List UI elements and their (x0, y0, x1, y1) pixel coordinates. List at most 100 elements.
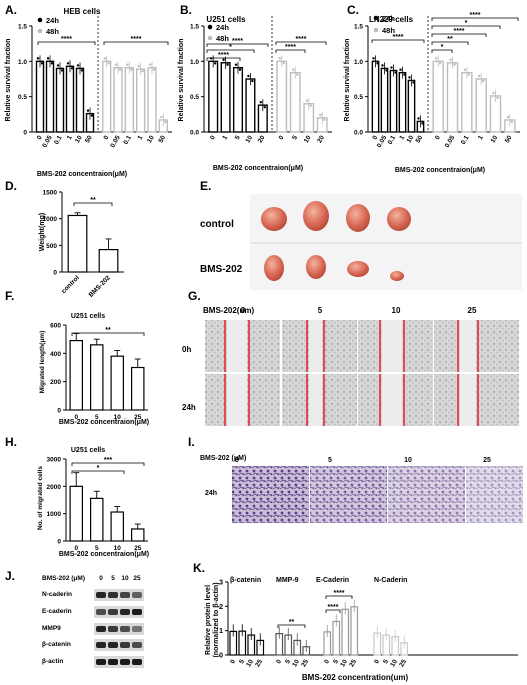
bar (89, 344, 104, 411)
x-tick-label: 25 (254, 658, 264, 668)
legend-marker (207, 35, 213, 41)
dose-label: 5 (111, 575, 115, 582)
significance-label: ** (447, 36, 453, 43)
significance-label: * (441, 44, 444, 51)
x-tick-label: 5 (284, 658, 292, 665)
bar (380, 67, 389, 133)
bar (69, 485, 83, 542)
legend-label: 48h (382, 26, 395, 35)
bar (147, 66, 157, 133)
data-point (305, 99, 308, 102)
bar (131, 366, 145, 411)
chart-title: HEB cells (64, 7, 101, 16)
x-tick-label: 0 (36, 134, 44, 141)
y-tick-label: 0 (57, 408, 61, 415)
x-tick-label: 0 (371, 134, 379, 141)
scratch-image (434, 320, 519, 372)
significance-label: **** (393, 34, 404, 41)
bar (101, 60, 112, 133)
legend-marker (37, 28, 43, 34)
x-tick-label: 1 (477, 134, 485, 141)
bar (98, 249, 119, 273)
band-label: E-caderin (42, 608, 72, 615)
chart-title: LN229 cells (369, 15, 414, 24)
data-point (453, 63, 456, 66)
time-label: 24h (205, 490, 217, 497)
x-tick-label: 10 (114, 545, 122, 552)
data-point (90, 114, 94, 117)
data-point (103, 57, 106, 60)
x-tick-label: 10 (389, 658, 399, 668)
data-point (238, 68, 242, 71)
row-label-control: control (200, 219, 234, 230)
group-label: N-Caderin (374, 577, 407, 584)
blot-band (96, 609, 106, 615)
data-point (449, 58, 452, 61)
blot-band (120, 609, 130, 615)
x-axis-label: BMS-202 concentraion(μM) (395, 167, 485, 174)
blot-strip (94, 623, 144, 635)
blot-band (132, 642, 142, 648)
panel-d: D. Weight(mg) 0 500 1000 1500 control BMS-202… (5, 179, 124, 299)
data-point (60, 69, 64, 72)
bar (69, 339, 83, 411)
data-point (296, 73, 299, 76)
x-tick-label: 0.05 (444, 134, 457, 149)
blot-band (96, 642, 106, 648)
y-axis-label: Relative survival fraction (178, 39, 185, 122)
blot-band (108, 659, 118, 665)
wound-gap (460, 374, 476, 426)
significance-bracket (371, 39, 425, 43)
data-point (251, 79, 254, 83)
tumor (346, 204, 370, 232)
dose-label: 0 (241, 306, 246, 315)
data-point (56, 64, 60, 67)
data-point (381, 64, 384, 67)
wound-gap (309, 320, 322, 372)
panel-k: K. Relative protein level(normalized to … (193, 561, 518, 682)
x-tick-label: 0 (229, 658, 237, 665)
dose-label: 5 (318, 306, 323, 315)
data-point (408, 76, 411, 79)
panel-letter: B. (180, 3, 192, 17)
data-point (152, 68, 156, 71)
x-tick-label: 0.1 (122, 134, 133, 146)
x-tick-label: BMS-202 (88, 274, 113, 299)
panel-letter: I. (188, 435, 195, 449)
y-tick-label: 0.5 (190, 94, 199, 101)
bar (35, 60, 45, 133)
blot-strip (94, 589, 144, 601)
x-tick-label: 0 (209, 134, 217, 141)
time-label: 24h (182, 403, 196, 412)
significance-label: * (97, 465, 100, 472)
y-axis-label: No. of migrated cells (37, 466, 44, 530)
significance-label: *** (104, 457, 112, 464)
blot-band (120, 592, 130, 598)
y-tick-label: 200 (50, 379, 61, 386)
y-tick-label: 2 (219, 604, 223, 611)
data-point (46, 57, 50, 60)
x-tick-label: 5 (238, 658, 246, 665)
data-point (222, 58, 225, 61)
y-tick-label: 1.0 (190, 59, 199, 66)
western-blot (94, 589, 144, 668)
y-tick-label: 1000 (43, 216, 58, 223)
significance-label: * (465, 20, 468, 27)
transwell-image-25 (466, 466, 523, 523)
data-point (126, 63, 129, 66)
blot-band (96, 659, 106, 665)
bar (389, 69, 398, 133)
transwell-image-10 (388, 466, 465, 523)
significance-bracket (206, 57, 241, 61)
blot-band (132, 609, 142, 615)
x-tick-label: 0.1 (460, 134, 471, 146)
significance-label: ** (289, 619, 295, 626)
x-tick-label: 5 (95, 545, 99, 552)
x-tick-label: 5 (95, 414, 99, 421)
data-point (263, 105, 266, 109)
significance-label: **** (470, 12, 481, 19)
data-point (477, 74, 481, 78)
data-point (160, 115, 163, 119)
panel-letter: H. (5, 435, 17, 449)
